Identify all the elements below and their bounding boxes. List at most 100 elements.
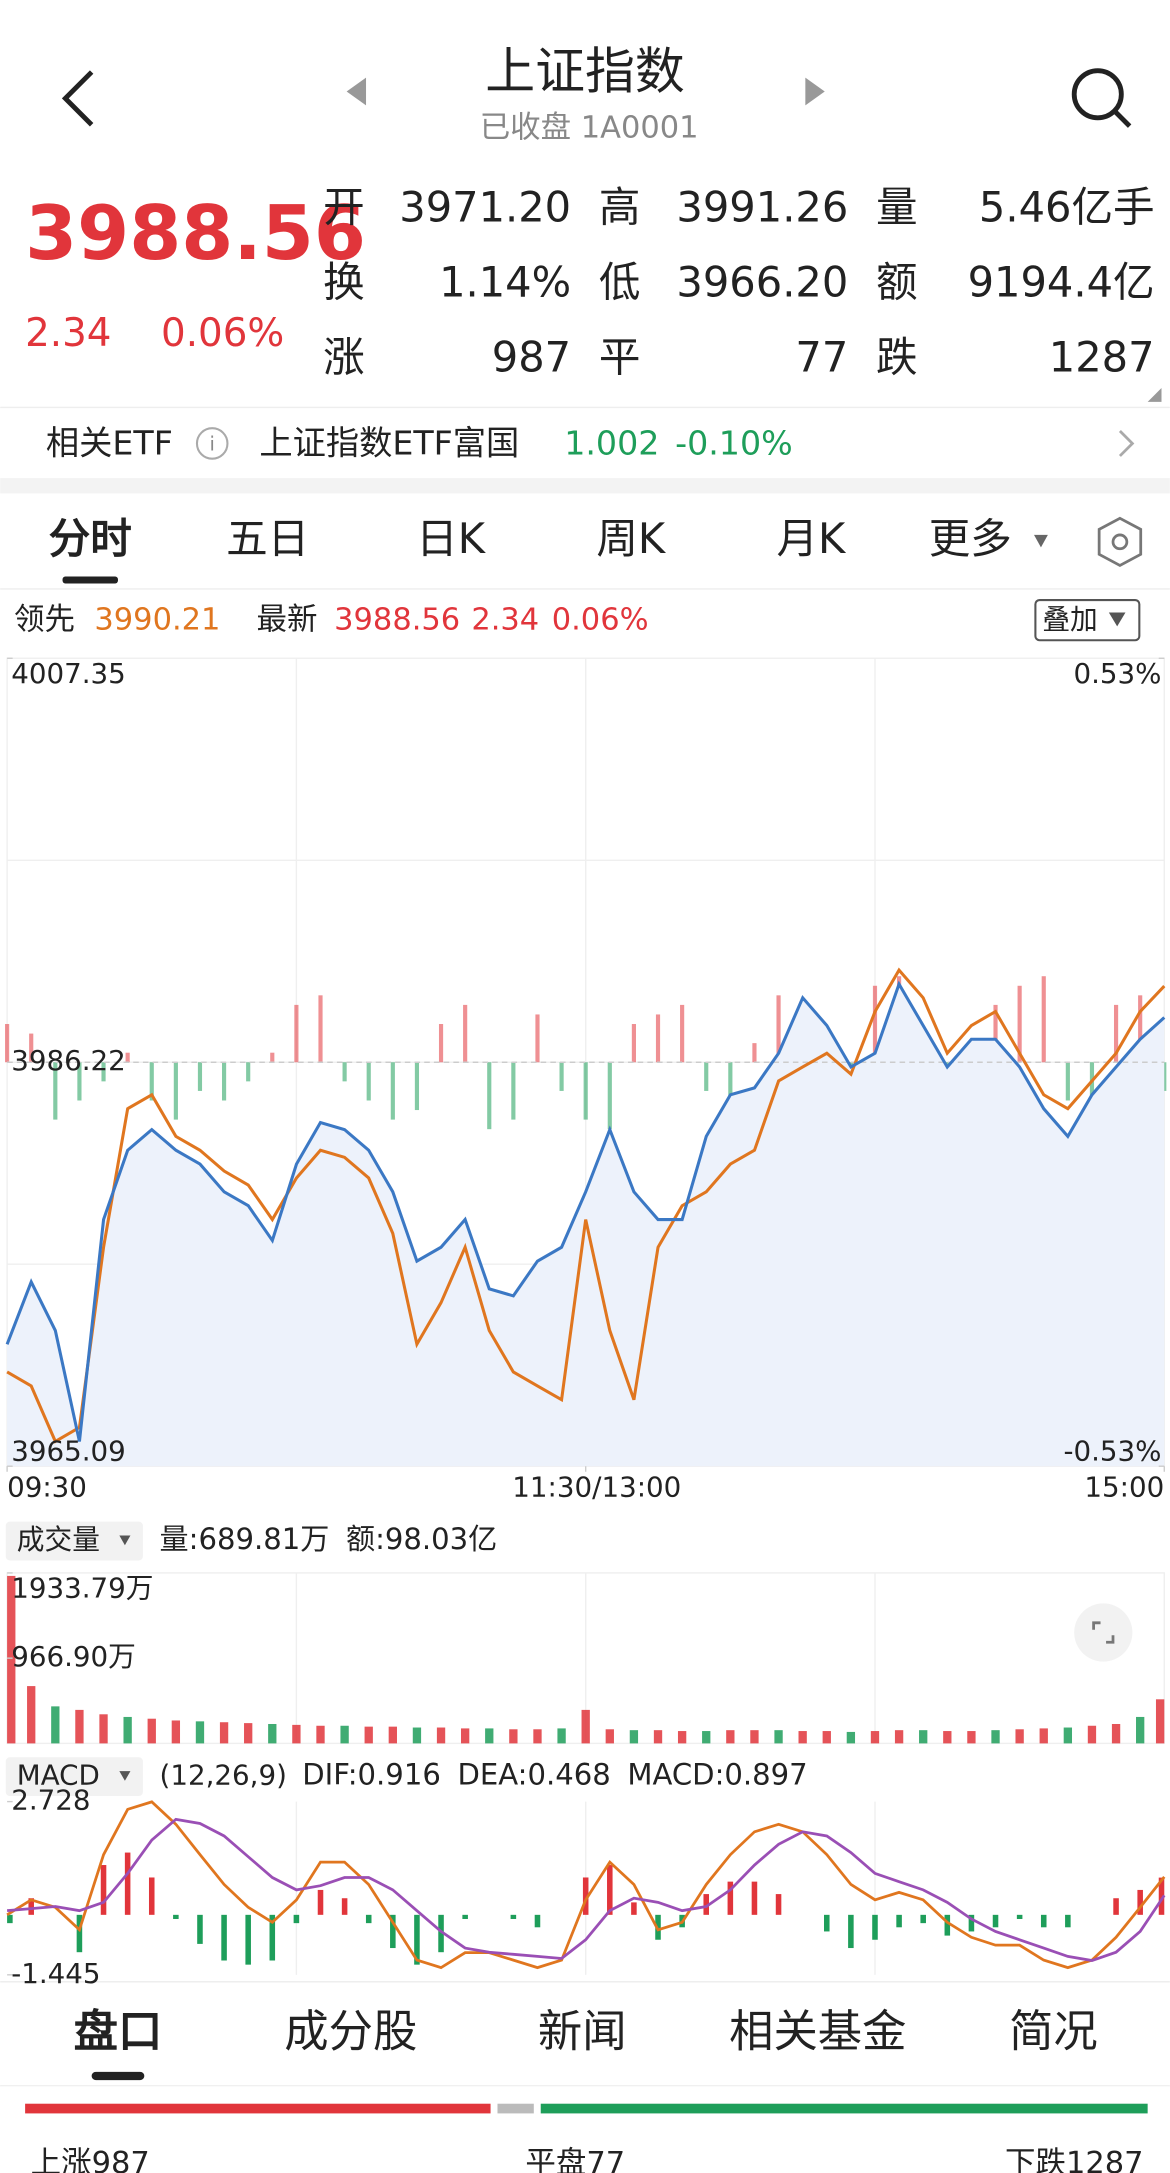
macd-bar bbox=[148, 1877, 155, 1915]
stat-value: 3966.20 bbox=[676, 257, 848, 306]
etf-change: -0.10% bbox=[675, 423, 793, 462]
volume-expand[interactable] bbox=[1074, 1603, 1133, 1662]
strength-bar bbox=[438, 1024, 444, 1063]
volume-legend: 98.03亿 bbox=[385, 1522, 497, 1556]
back-button[interactable] bbox=[61, 70, 94, 127]
strength-bar bbox=[776, 995, 781, 1063]
volume-bar bbox=[7, 1575, 16, 1744]
overlay-label: 叠加 bbox=[1042, 603, 1097, 636]
stat-label: 量 bbox=[876, 183, 918, 232]
strength-bar bbox=[607, 1062, 612, 1130]
volume-bar bbox=[485, 1728, 494, 1744]
volume-bar bbox=[123, 1716, 132, 1744]
tab[interactable]: 五日 bbox=[226, 514, 309, 563]
macd-bar bbox=[317, 1889, 324, 1915]
bottom-tab[interactable]: 简况 bbox=[1009, 2006, 1098, 2057]
volume-bar bbox=[726, 1730, 735, 1744]
volume-bar bbox=[388, 1726, 397, 1744]
volume-selector[interactable]: 成交量 bbox=[5, 1521, 143, 1561]
macd-bar bbox=[221, 1914, 227, 1961]
strength-bar bbox=[752, 1043, 757, 1063]
strength-bar bbox=[631, 1024, 636, 1063]
tab-bar: 分时 五日 日K 周K 月K 更多 bbox=[49, 514, 1012, 563]
bottom-tab-underline bbox=[91, 2071, 145, 2081]
strength-bar bbox=[149, 1062, 154, 1101]
strength-bar bbox=[680, 1004, 685, 1063]
macd-bar bbox=[510, 1914, 517, 1919]
strength-bar bbox=[318, 995, 323, 1063]
volume-bar bbox=[1136, 1716, 1145, 1744]
breadth-label: 平盘77 bbox=[525, 2146, 625, 2173]
y-tick-label: 2.728 bbox=[11, 1784, 90, 1817]
volume-bar bbox=[27, 1686, 36, 1744]
volume-bar bbox=[822, 1731, 831, 1744]
strength-bar bbox=[1138, 995, 1143, 1063]
etf-row[interactable]: 相关ETF i 上证指数ETF富国 1.002 -0.10% bbox=[46, 423, 1135, 462]
volume-bar bbox=[798, 1731, 807, 1744]
search-button[interactable] bbox=[1071, 68, 1132, 128]
macd-bar bbox=[727, 1881, 734, 1915]
volume-bar bbox=[147, 1718, 156, 1744]
stat-value: 77 bbox=[795, 332, 848, 381]
volume-bar bbox=[919, 1730, 928, 1744]
stat-label: 换 bbox=[323, 257, 365, 306]
tab[interactable]: 日K bbox=[416, 514, 487, 563]
volume-bar bbox=[292, 1724, 301, 1744]
macd-bar bbox=[944, 1914, 951, 1936]
y-tick-label: -1.445 bbox=[11, 1957, 100, 1990]
strength-bar bbox=[872, 985, 878, 1063]
macd-selector[interactable]: MACD bbox=[5, 1757, 143, 1797]
strength-bar bbox=[294, 1004, 299, 1063]
macd-bar bbox=[245, 1914, 251, 1965]
macd-bar bbox=[76, 1914, 83, 1953]
strength-bar bbox=[1041, 976, 1046, 1063]
volume-bar bbox=[702, 1731, 711, 1744]
volume-bar bbox=[316, 1725, 325, 1744]
tab[interactable]: 周K bbox=[596, 514, 667, 563]
macd-bar bbox=[462, 1914, 468, 1919]
strength-bar bbox=[221, 1062, 227, 1101]
chevron bbox=[1118, 430, 1135, 457]
bottom-tab[interactable]: 新闻 bbox=[538, 2006, 627, 2057]
caret bbox=[119, 1535, 131, 1546]
subtitle: 已收盘 1A0001 bbox=[480, 110, 699, 145]
tab[interactable]: 分时 bbox=[49, 514, 132, 563]
bottom-tab[interactable]: 盘口 bbox=[74, 2006, 163, 2057]
overlay-caret bbox=[1108, 612, 1126, 627]
macd-bar bbox=[582, 1877, 589, 1915]
next-arrow[interactable] bbox=[805, 77, 825, 106]
expand-corner[interactable] bbox=[1147, 388, 1162, 402]
title: 上证指数 bbox=[485, 42, 685, 100]
strength-bar bbox=[728, 1062, 733, 1101]
volume-bar bbox=[195, 1721, 205, 1744]
macd-bar bbox=[1113, 1898, 1119, 1915]
strength-bar bbox=[390, 1062, 395, 1120]
y2-tick-label: 0.53% bbox=[1073, 657, 1161, 690]
macd-bar bbox=[7, 1914, 13, 1924]
macd-bar bbox=[775, 1894, 782, 1915]
prev-arrow[interactable] bbox=[346, 77, 367, 106]
volume-bar bbox=[1039, 1728, 1048, 1744]
stat-label: 涨 bbox=[323, 332, 365, 381]
lead-label: 领先 bbox=[14, 602, 75, 637]
bottom-tab[interactable]: 相关基金 bbox=[729, 2006, 906, 2057]
settings-icon[interactable] bbox=[1097, 516, 1143, 567]
macd-bar bbox=[534, 1914, 541, 1928]
tab[interactable]: 更多 bbox=[929, 514, 1012, 563]
tab[interactable]: 月K bbox=[776, 514, 847, 563]
strength-bar bbox=[29, 1033, 34, 1063]
volume-bar bbox=[870, 1731, 880, 1744]
macd-legend: DEA:0.468 bbox=[457, 1758, 610, 1792]
macd-bar bbox=[703, 1894, 710, 1915]
volume-bar bbox=[677, 1731, 687, 1744]
bottom-tab[interactable]: 成分股 bbox=[284, 2006, 417, 2057]
stat-label: 高 bbox=[599, 183, 641, 232]
volume-legend: 量: bbox=[160, 1522, 199, 1556]
overlay-button[interactable]: 叠加 bbox=[1034, 599, 1141, 642]
macd-bar bbox=[438, 1914, 444, 1953]
volume-bar bbox=[605, 1729, 614, 1744]
settings-icon-dot bbox=[1111, 533, 1129, 551]
strength-bar bbox=[1017, 985, 1022, 1063]
strength-bar bbox=[559, 1062, 564, 1091]
